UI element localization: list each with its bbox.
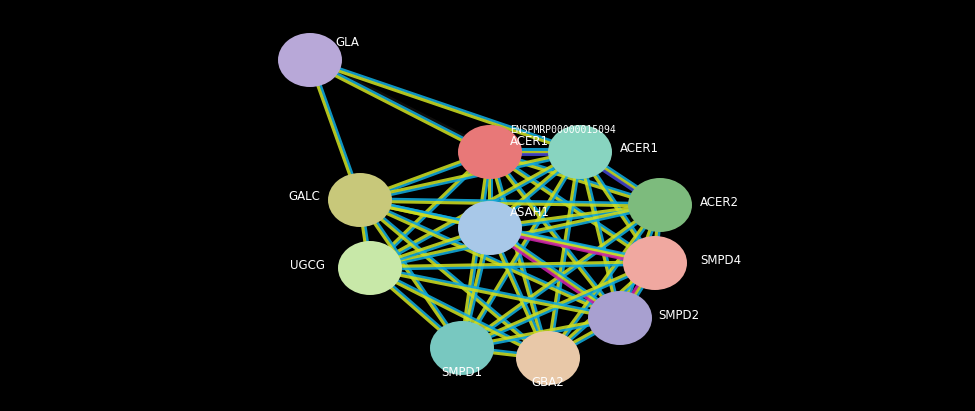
Ellipse shape [458,125,522,179]
Text: ACER1: ACER1 [620,141,659,155]
Ellipse shape [338,241,402,295]
Text: SMPD1: SMPD1 [442,365,483,379]
Text: GALC: GALC [289,189,320,203]
Text: UGCG: UGCG [290,259,325,272]
Text: ASAH1: ASAH1 [510,206,550,219]
Ellipse shape [458,201,522,255]
Text: ENSPMRP00000015094: ENSPMRP00000015094 [510,125,616,135]
Ellipse shape [278,33,342,87]
Ellipse shape [516,331,580,385]
Ellipse shape [548,125,612,179]
Text: GLA: GLA [335,35,359,48]
Text: SMPD2: SMPD2 [658,309,699,321]
Text: ACER2: ACER2 [700,196,739,208]
Text: SMPD4: SMPD4 [700,254,741,266]
Ellipse shape [328,173,392,227]
Ellipse shape [623,236,687,290]
Ellipse shape [430,321,494,375]
Text: GBA2: GBA2 [531,376,565,388]
Ellipse shape [628,178,692,232]
Text: ACER1: ACER1 [510,135,549,148]
Ellipse shape [588,291,652,345]
